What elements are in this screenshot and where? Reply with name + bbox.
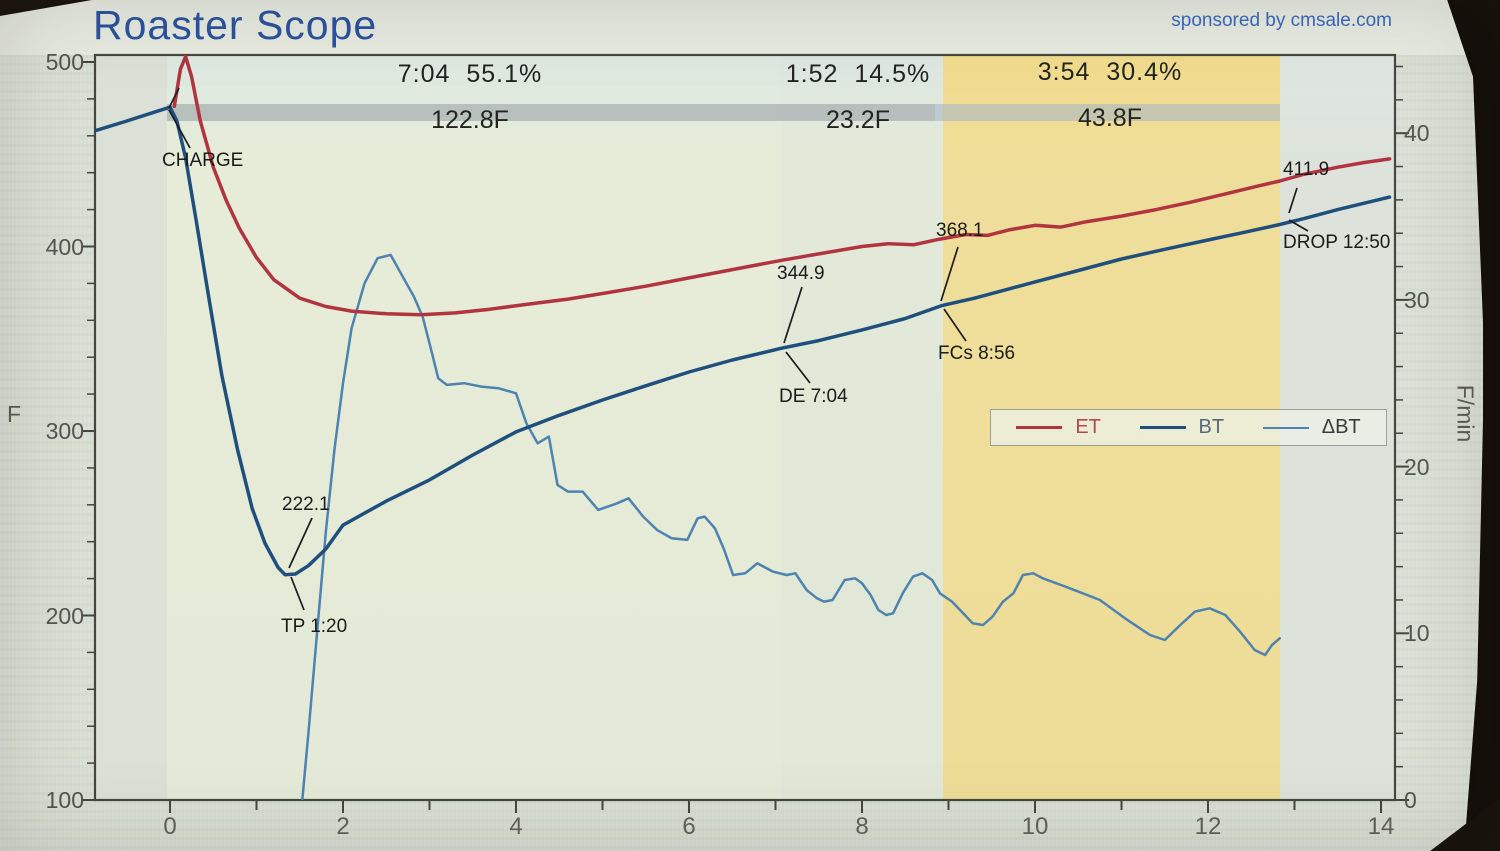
left-axis-tick-label: 500: [45, 49, 84, 75]
bottom-axis-tick-label: 8: [855, 813, 869, 840]
development-percent: 30.4%: [1106, 58, 1183, 86]
left-axis-tick-label: 400: [45, 233, 84, 260]
maillard-time: 1:52: [785, 60, 839, 88]
right-axis-title: F/min: [1452, 384, 1479, 443]
bottom-axis-tick-label: 2: [336, 813, 350, 840]
phase-stats-maillard: 1:52 14.5% 23.2F: [708, 60, 1008, 135]
left-axis-tick-label: 300: [45, 418, 84, 444]
legend-label-dbt: ΔBT: [1321, 416, 1361, 438]
legend-label-bt: BT: [1198, 416, 1225, 438]
title-strip: [0, 0, 1483, 55]
drop-annotation: DROP 12:50: [1283, 232, 1391, 253]
bottom-axis-tick-label: 12: [1194, 813, 1222, 840]
right-axis-tick-label: 20: [1404, 453, 1430, 480]
region-maillard-phase: [781, 56, 943, 800]
right-axis-tick-label: 0: [1404, 787, 1417, 813]
right-axis-tick-label: 40: [1404, 120, 1430, 147]
maillard-delta-temp: 23.2F: [826, 106, 890, 134]
legend-item-bt[interactable]: BT: [1139, 416, 1225, 439]
bottom-axis-tick-label: 14: [1367, 813, 1395, 840]
drying-percent: 55.1%: [466, 60, 543, 88]
phase-stats-drying: 7:04 55.1% 122.8F: [320, 60, 620, 135]
right-axis-tick-label: 30: [1404, 286, 1430, 313]
sponsor-link[interactable]: sponsored by cmsale.com: [1171, 10, 1392, 31]
plot-frame: [93, 53, 1397, 802]
tp-annotation: TP 1:20: [281, 616, 348, 637]
maillard-percent: 14.5%: [854, 60, 931, 88]
left-axis-tick-label: 100: [45, 787, 84, 813]
chart-legend: ET BT ΔBT: [990, 409, 1387, 446]
charge-annotation: CHARGE: [162, 150, 244, 171]
development-delta-temp: 43.8F: [1078, 104, 1142, 132]
delta-bt-curve: [301, 253, 1282, 800]
bottom-axis-tick-label: 4: [509, 813, 523, 840]
development-time: 3:54: [1037, 58, 1091, 86]
fcs-annotation: FCs 8:56: [938, 343, 1016, 364]
legend-label-et: ET: [1075, 416, 1101, 438]
page-title: Roaster Scope: [93, 2, 378, 48]
phase-stats-development: 3:54 30.4% 43.8F: [960, 58, 1260, 133]
bottom-axis-tick-label: 0: [163, 813, 177, 840]
de-temp-annotation: 344.9: [777, 263, 825, 284]
de-annotation: DE 7:04: [779, 386, 848, 407]
region-pre-charge: [96, 56, 167, 800]
drop-temp-annotation: 411.9: [1283, 159, 1330, 180]
annotation-pointer-lines: [168, 87, 1309, 611]
bottom-axis-tick-label: 6: [682, 813, 696, 840]
drying-time: 7:04: [397, 60, 451, 88]
drying-delta-temp: 122.8F: [431, 106, 509, 134]
right-axis-tick-label: 10: [1404, 620, 1430, 647]
bottom-axis-tick-label: 10: [1021, 813, 1049, 840]
fcs-temp-annotation: 368.1: [936, 220, 984, 241]
bt-curve: [95, 105, 1392, 577]
tp-temp-annotation: 222.1: [282, 494, 330, 515]
delta-bt-line-sample: [1262, 426, 1309, 429]
axis-ticks: [81, 61, 1409, 813]
left-axis-title: F: [7, 401, 22, 427]
legend-item-dbt[interactable]: ΔBT: [1262, 416, 1361, 439]
left-axis-tick-label: 200: [45, 602, 84, 629]
et-curve: [172, 55, 1392, 317]
et-line-sample: [1016, 426, 1063, 429]
legend-item-et[interactable]: ET: [1016, 416, 1101, 439]
bt-line-sample: [1139, 426, 1186, 429]
phase-progress-bar: [167, 104, 1280, 121]
region-drying-phase: [167, 56, 781, 800]
